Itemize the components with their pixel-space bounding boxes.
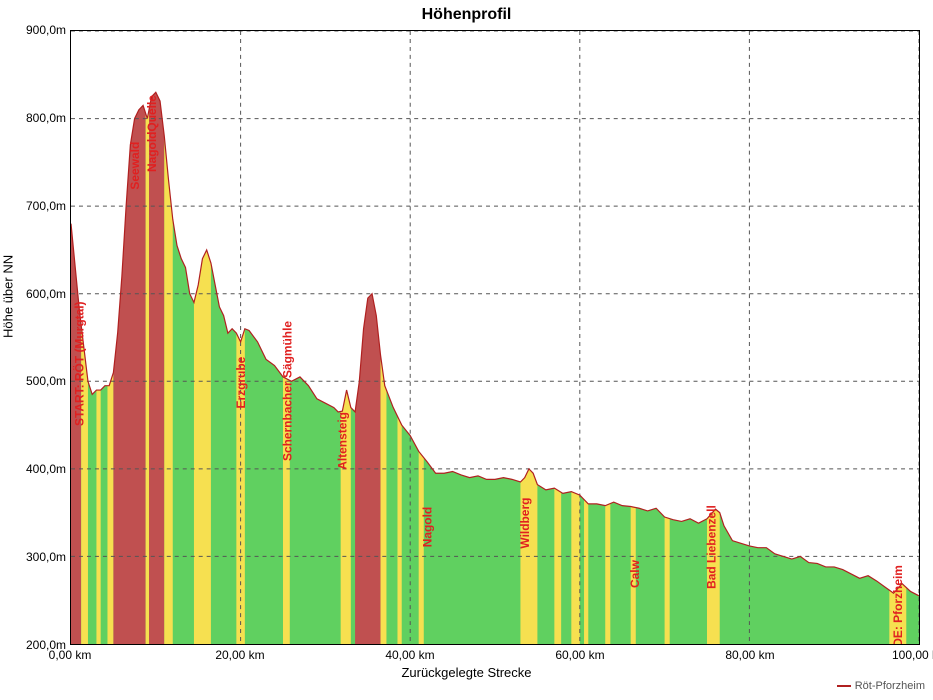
y-tick-label: 500,0m xyxy=(0,374,70,388)
slope-band xyxy=(419,31,424,644)
slope-band xyxy=(605,31,610,644)
slope-band xyxy=(341,31,351,644)
x-tick-label: 80,00 km xyxy=(725,648,774,662)
y-tick-label: 400,0m xyxy=(0,462,70,476)
x-tick-label: 100,00 km xyxy=(892,648,933,662)
x-tick-label: 20,00 km xyxy=(215,648,264,662)
waypoint-label: Erzgrube xyxy=(234,356,248,408)
waypoint-label: NagoldQuelle xyxy=(145,95,159,172)
x-tick-label: 0,00 km xyxy=(49,648,92,662)
legend: Röt-Pforzheim xyxy=(0,680,925,692)
x-tick-label: 40,00 km xyxy=(385,648,434,662)
elevation-chart: Höhenprofil Höhe über NN 200,0m300,0m400… xyxy=(0,0,933,700)
y-tick-label: 700,0m xyxy=(0,199,70,213)
waypoint-label: Wildberg xyxy=(518,498,532,549)
waypoint-label: Altensteig xyxy=(336,412,350,470)
slope-band xyxy=(631,31,636,644)
legend-line-icon xyxy=(837,685,851,687)
slope-band xyxy=(554,31,561,644)
waypoint-label: Calw xyxy=(628,559,642,588)
slope-band xyxy=(107,31,113,644)
waypoint-label: Schernbacher Sägmühle xyxy=(280,321,294,461)
waypoint-label: Nagold xyxy=(420,507,434,547)
slope-band xyxy=(889,31,906,644)
x-axis-label: Zurückgelegte Strecke xyxy=(0,665,933,680)
slope-band xyxy=(194,31,211,644)
legend-label: Röt-Pforzheim xyxy=(855,680,925,692)
chart-svg: START: RÖT (Murgtal) SeewaldNagoldQuelle E… xyxy=(71,31,919,644)
waypoint-label: Bad Liebenzell xyxy=(704,505,718,589)
slope-band xyxy=(355,31,380,644)
slope-band xyxy=(665,31,670,644)
slope-band xyxy=(381,31,387,644)
y-tick-label: 900,0m xyxy=(0,23,70,37)
slope-band xyxy=(96,31,100,644)
slope-band xyxy=(520,31,537,644)
chart-title: Höhenprofil xyxy=(0,6,933,24)
slope-band xyxy=(571,31,579,644)
plot-area: START: RÖT (Murgtal) SeewaldNagoldQuelle E… xyxy=(70,30,920,645)
y-tick-label: 600,0m xyxy=(0,287,70,301)
waypoint-label: ENDE: Pforzheim xyxy=(891,565,905,644)
slope-band xyxy=(164,31,172,644)
x-tick-label: 60,00 km xyxy=(555,648,604,662)
waypoint-label: Seewald xyxy=(128,142,142,190)
slope-band xyxy=(584,31,588,644)
slope-band xyxy=(113,31,145,644)
slope-band xyxy=(397,31,401,644)
y-tick-label: 800,0m xyxy=(0,111,70,125)
waypoint-label: START: RÖT (Murgtal) xyxy=(72,301,87,426)
y-tick-label: 300,0m xyxy=(0,550,70,564)
